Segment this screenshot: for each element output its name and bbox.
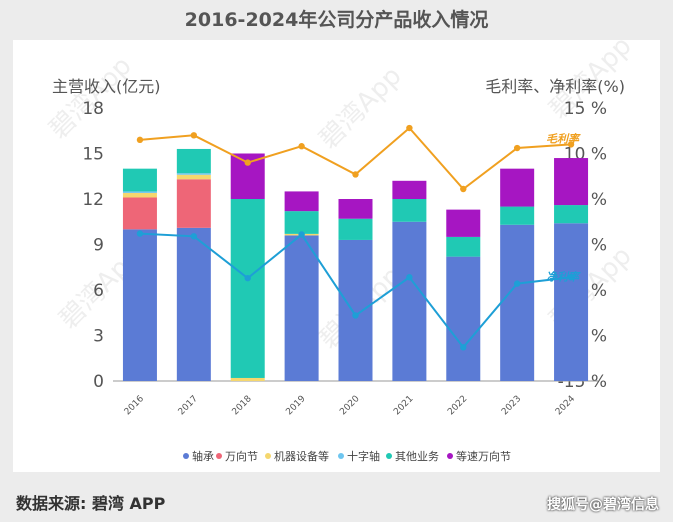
y-tick-left: 9 [93, 236, 104, 256]
page-title: 2016-2024年公司分产品收入情况 [184, 9, 489, 31]
point-净利率-2022 [460, 344, 467, 351]
bar-其他业务-2023 [500, 206, 535, 225]
point-净利率-2017 [190, 233, 198, 240]
x-tick-label: 2018 [231, 394, 254, 417]
y-tick-right: 15 % [564, 99, 607, 119]
point-净利率-2024 [567, 274, 575, 281]
legend-label-十字轴: 十字轴 [347, 449, 380, 463]
point-毛利率-2021 [406, 124, 413, 132]
line-label-毛利率: 毛利率 [546, 132, 581, 145]
point-毛利率-2018 [244, 159, 251, 166]
bar-万向节-2016 [122, 197, 157, 230]
bar-等速万向节-2019 [284, 191, 319, 212]
legend-marker-其他业务 [386, 453, 392, 459]
y-tick-left: 3 [93, 327, 104, 347]
y-axis-left-label: 主营收入(亿元) [52, 77, 161, 96]
bar-十字轴-2017 [176, 173, 211, 175]
watermark-0: 碧湾App [44, 51, 138, 145]
data-source: 数据来源: 碧湾 APP [16, 494, 166, 513]
legend-label-机器设备等: 机器设备等 [274, 449, 329, 463]
point-毛利率-2022 [460, 185, 467, 193]
point-毛利率-2019 [298, 143, 305, 150]
bar-其他业务-2022 [446, 236, 481, 257]
bar-轴承-2017 [176, 227, 211, 381]
x-tick-label: 2022 [446, 394, 469, 417]
legend-marker-十字轴 [338, 453, 344, 459]
point-净利率-2021 [406, 274, 413, 281]
bar-轴承-2016 [122, 229, 157, 381]
point-净利率-2016 [136, 230, 144, 237]
legend-label-其他业务: 其他业务 [395, 450, 439, 463]
bar-其他业务-2020 [338, 218, 373, 240]
bar-等速万向节-2023 [500, 168, 535, 207]
point-毛利率-2024 [567, 141, 575, 148]
bar-等速万向节-2022 [446, 209, 481, 237]
x-tick-label: 2017 [177, 394, 200, 417]
bar-轴承-2021 [392, 221, 427, 381]
point-毛利率-2016 [136, 136, 144, 144]
bar-等速万向节-2020 [338, 199, 373, 219]
bar-机器设备等-2016 [122, 192, 157, 198]
x-tick-label: 2021 [392, 394, 415, 417]
bar-其他业务-2018 [230, 199, 265, 378]
bar-轴承-2019 [284, 235, 319, 381]
legend-marker-万向节 [216, 453, 222, 459]
legend-label-等速万向节: 等速万向节 [456, 449, 511, 463]
y-tick-left: 18 [82, 99, 104, 119]
bar-等速万向节-2021 [392, 180, 427, 199]
x-tick-label: 2016 [123, 394, 146, 417]
bar-十字轴-2016 [122, 191, 157, 193]
bar-等速万向节-2024 [554, 158, 589, 206]
bar-其他业务-2016 [122, 168, 157, 192]
bar-轴承-2022 [446, 256, 481, 381]
credit-label: 搜狐号@碧湾信息 [547, 497, 659, 513]
bar-其他业务-2017 [176, 148, 211, 174]
chart-panel [13, 40, 660, 472]
bar-其他业务-2024 [554, 205, 589, 224]
x-tick-label: 2023 [500, 394, 523, 417]
point-净利率-2018 [244, 274, 251, 282]
bar-机器设备等-2017 [176, 174, 211, 180]
point-净利率-2023 [513, 280, 521, 287]
point-净利率-2020 [352, 312, 359, 319]
y-axis-right-label: 毛利率、净利率(%) [485, 77, 625, 96]
x-tick-label: 2019 [284, 394, 307, 417]
line-label-净利率: 净利率 [546, 270, 581, 283]
point-毛利率-2017 [190, 132, 198, 139]
bar-机器设备等-2018 [230, 377, 265, 381]
point-毛利率-2020 [352, 171, 359, 178]
bar-轴承-2023 [500, 224, 535, 381]
legend-marker-轴承 [183, 453, 189, 459]
legend-marker-等速万向节 [447, 453, 453, 459]
x-tick-label: 2024 [554, 394, 577, 417]
bar-其他业务-2021 [392, 199, 427, 222]
x-tick-label: 2020 [338, 394, 361, 417]
y-tick-left: 0 [93, 372, 104, 392]
y-tick-left: 12 [82, 190, 104, 210]
y-tick-left: 15 [82, 145, 104, 165]
legend-label-万向节: 万向节 [225, 449, 258, 463]
legend-label-轴承: 轴承 [192, 449, 214, 463]
point-毛利率-2023 [513, 144, 521, 152]
bar-轴承-2020 [338, 239, 373, 381]
bar-轴承-2024 [554, 223, 589, 381]
point-净利率-2019 [298, 231, 305, 238]
bar-万向节-2017 [176, 179, 211, 228]
y-tick-left: 6 [93, 281, 104, 301]
bar-其他业务-2019 [284, 211, 319, 234]
legend-marker-机器设备等 [265, 453, 271, 459]
